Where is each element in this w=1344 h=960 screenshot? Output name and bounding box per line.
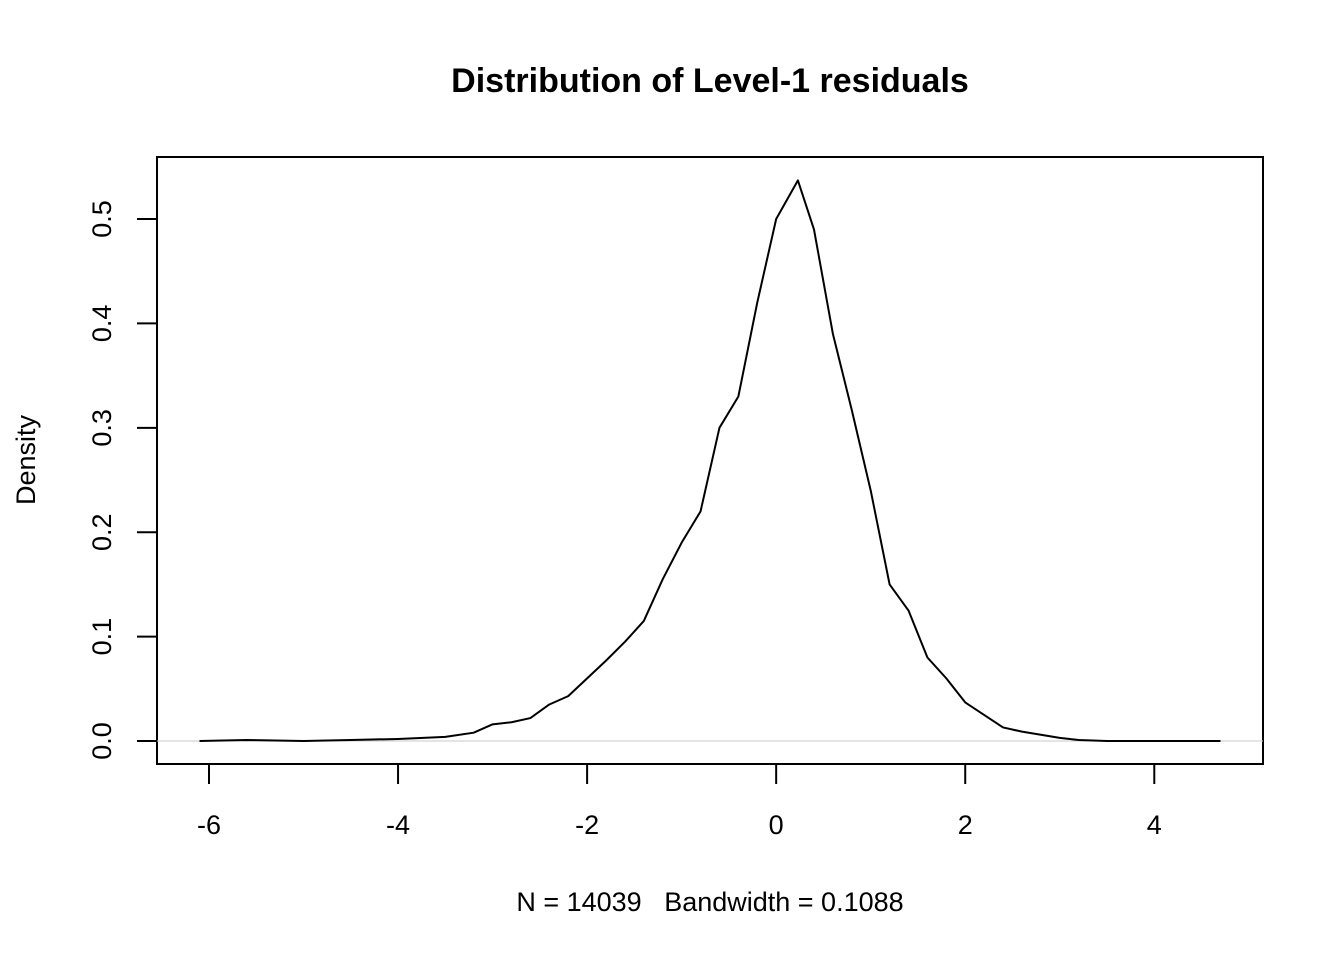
- plot-frame: [156, 156, 1264, 765]
- density-line: [199, 179, 1221, 743]
- y-tick-label: 0.4: [87, 305, 117, 343]
- x-axis-label: N = 14039 Bandwidth = 0.1088: [516, 887, 903, 917]
- x-tick-label: -4: [386, 810, 410, 840]
- x-tick-label: 2: [958, 810, 973, 840]
- x-tick-label: -6: [197, 810, 221, 840]
- y-tick-label: 0.1: [87, 618, 117, 656]
- x-tick-label: 0: [769, 810, 784, 840]
- x-tick-label: 4: [1147, 810, 1162, 840]
- x-tick-label: -2: [575, 810, 599, 840]
- chart-title: Distribution of Level-1 residuals: [451, 62, 969, 100]
- y-tick-label: 0.3: [87, 409, 117, 447]
- y-tick-label: 0.5: [87, 200, 117, 238]
- y-tick-label: 0.0: [87, 722, 117, 760]
- y-tick-label: 0.2: [87, 513, 117, 551]
- y-axis-label: Density: [11, 414, 41, 505]
